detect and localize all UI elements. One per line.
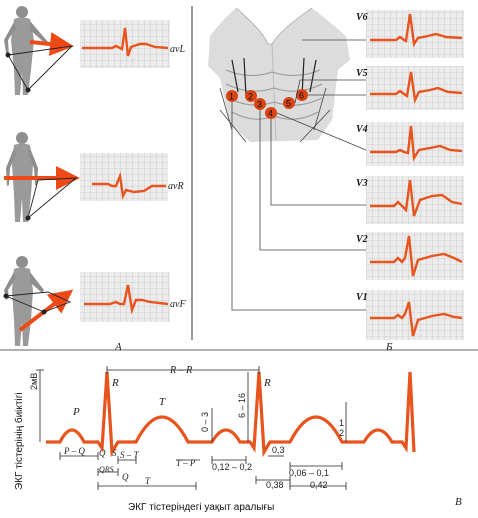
t-small-label: 1 xyxy=(339,418,344,428)
body-figure-avf xyxy=(4,256,44,346)
avf-label: avF xyxy=(170,299,186,310)
torso xyxy=(208,7,350,143)
ecg-box-v5 xyxy=(366,66,464,110)
wave-r: R xyxy=(111,377,119,389)
ecg-box-avl xyxy=(80,20,170,68)
electrode-5: 5 xyxy=(283,97,295,109)
wave-p: P xyxy=(72,406,80,418)
avl-label: avL xyxy=(170,44,185,55)
pq-label: P – Q xyxy=(63,446,85,456)
s-t-label: S – T xyxy=(120,450,140,460)
mv-marker xyxy=(36,369,44,442)
qrs-label: QRS xyxy=(99,465,114,474)
v2-label: V2 xyxy=(356,234,368,245)
avr-label: avR xyxy=(168,181,184,192)
t-amp-label: 0 – 3 xyxy=(200,412,210,432)
svg-text:1: 1 xyxy=(229,92,234,102)
v3-label: V3 xyxy=(356,178,368,189)
range3-label: 0,42 xyxy=(310,480,328,490)
v6-label: V6 xyxy=(356,12,368,23)
tp-label: T – P xyxy=(176,458,196,468)
svg-text:4: 4 xyxy=(268,109,273,119)
v4-label: V4 xyxy=(356,124,368,135)
svg-text:2: 2 xyxy=(248,92,253,102)
body-figure-avl xyxy=(4,6,48,95)
r-amp-label: 6 – 16 xyxy=(237,393,247,418)
panel-label-a: А xyxy=(114,341,122,353)
svg-text:3: 3 xyxy=(257,100,262,110)
t-interval-label: T xyxy=(145,476,151,486)
electrode-4: 4 xyxy=(265,107,277,119)
y-axis-label: ЭКГ тістерінің биіктігі xyxy=(13,392,25,490)
ecg-strip xyxy=(46,371,416,458)
range2-label: 0,06 – 0,1 xyxy=(289,468,329,478)
wave-r2: R xyxy=(263,377,271,389)
v03-label: 0,3 xyxy=(272,445,285,455)
electrode-3: 3 xyxy=(254,98,266,110)
electrode-6: 6 xyxy=(296,89,308,101)
wave-s: S xyxy=(112,448,117,458)
panel-label-b: Б xyxy=(385,341,393,353)
svg-text:6: 6 xyxy=(299,91,304,101)
panel-label-c: В xyxy=(455,496,462,508)
ecg-box-avf xyxy=(80,272,170,322)
v1-label: V1 xyxy=(356,292,368,303)
mv-label: 2мВ xyxy=(29,373,39,390)
range1-label: 0,12 – 0,2 xyxy=(212,462,252,472)
ecg-box-v4 xyxy=(366,122,464,166)
wave-t: T xyxy=(159,396,166,408)
ecg-box-avr xyxy=(80,153,168,201)
electrode-2: 2 xyxy=(245,90,257,102)
ecg-box-v6 xyxy=(366,10,464,58)
electrode-1: 1 xyxy=(226,90,238,102)
wave-q: Q xyxy=(99,448,106,458)
v038-label: 0,38 xyxy=(266,480,284,490)
ecg-box-v1 xyxy=(366,290,464,340)
q-label: Q xyxy=(122,472,129,482)
rr-label: R – R xyxy=(169,365,192,376)
t-small2-label: 2 xyxy=(339,428,344,438)
ecg-box-v2 xyxy=(366,232,464,280)
leader-lines xyxy=(231,39,367,311)
ecg-box-v3 xyxy=(366,176,464,224)
svg-text:5: 5 xyxy=(286,99,291,109)
v5-label: V5 xyxy=(356,68,368,79)
x-axis-label: ЭКГ тістеріндегі уақыт аралығы xyxy=(128,502,274,513)
